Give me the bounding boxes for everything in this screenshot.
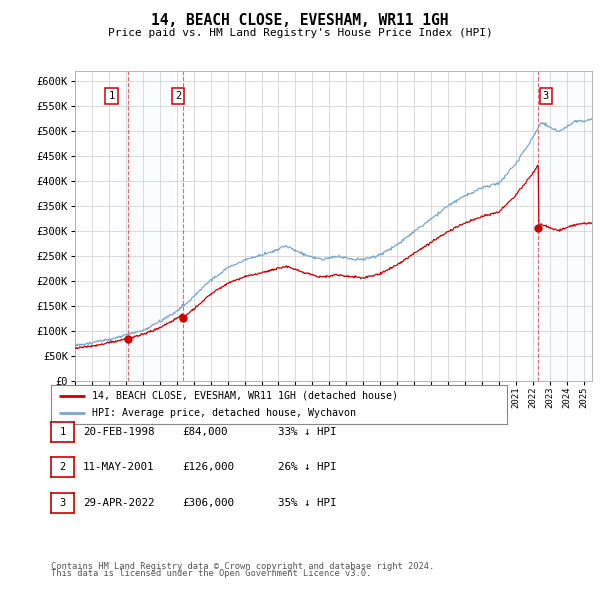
Text: 3: 3	[59, 498, 65, 507]
Text: 20-FEB-1998: 20-FEB-1998	[83, 427, 154, 437]
Text: Price paid vs. HM Land Registry's House Price Index (HPI): Price paid vs. HM Land Registry's House …	[107, 28, 493, 38]
Text: 14, BEACH CLOSE, EVESHAM, WR11 1GH (detached house): 14, BEACH CLOSE, EVESHAM, WR11 1GH (deta…	[92, 391, 398, 401]
Text: 2: 2	[175, 91, 181, 101]
Text: 1: 1	[59, 427, 65, 437]
Text: 33% ↓ HPI: 33% ↓ HPI	[278, 427, 337, 437]
Bar	[530, 71, 592, 381]
Text: £84,000: £84,000	[182, 427, 227, 437]
Text: 26% ↓ HPI: 26% ↓ HPI	[278, 463, 337, 472]
Text: £306,000: £306,000	[182, 498, 234, 507]
Text: HPI: Average price, detached house, Wychavon: HPI: Average price, detached house, Wych…	[92, 408, 356, 418]
Bar	[119, 71, 175, 381]
Text: This data is licensed under the Open Government Licence v3.0.: This data is licensed under the Open Gov…	[51, 569, 371, 578]
Text: 35% ↓ HPI: 35% ↓ HPI	[278, 498, 337, 507]
Text: Contains HM Land Registry data © Crown copyright and database right 2024.: Contains HM Land Registry data © Crown c…	[51, 562, 434, 571]
Text: 3: 3	[542, 91, 549, 101]
Text: 2: 2	[59, 463, 65, 472]
Text: 29-APR-2022: 29-APR-2022	[83, 498, 154, 507]
Text: 11-MAY-2001: 11-MAY-2001	[83, 463, 154, 472]
Text: 14, BEACH CLOSE, EVESHAM, WR11 1GH: 14, BEACH CLOSE, EVESHAM, WR11 1GH	[151, 13, 449, 28]
Text: 1: 1	[109, 91, 115, 101]
Text: £126,000: £126,000	[182, 463, 234, 472]
